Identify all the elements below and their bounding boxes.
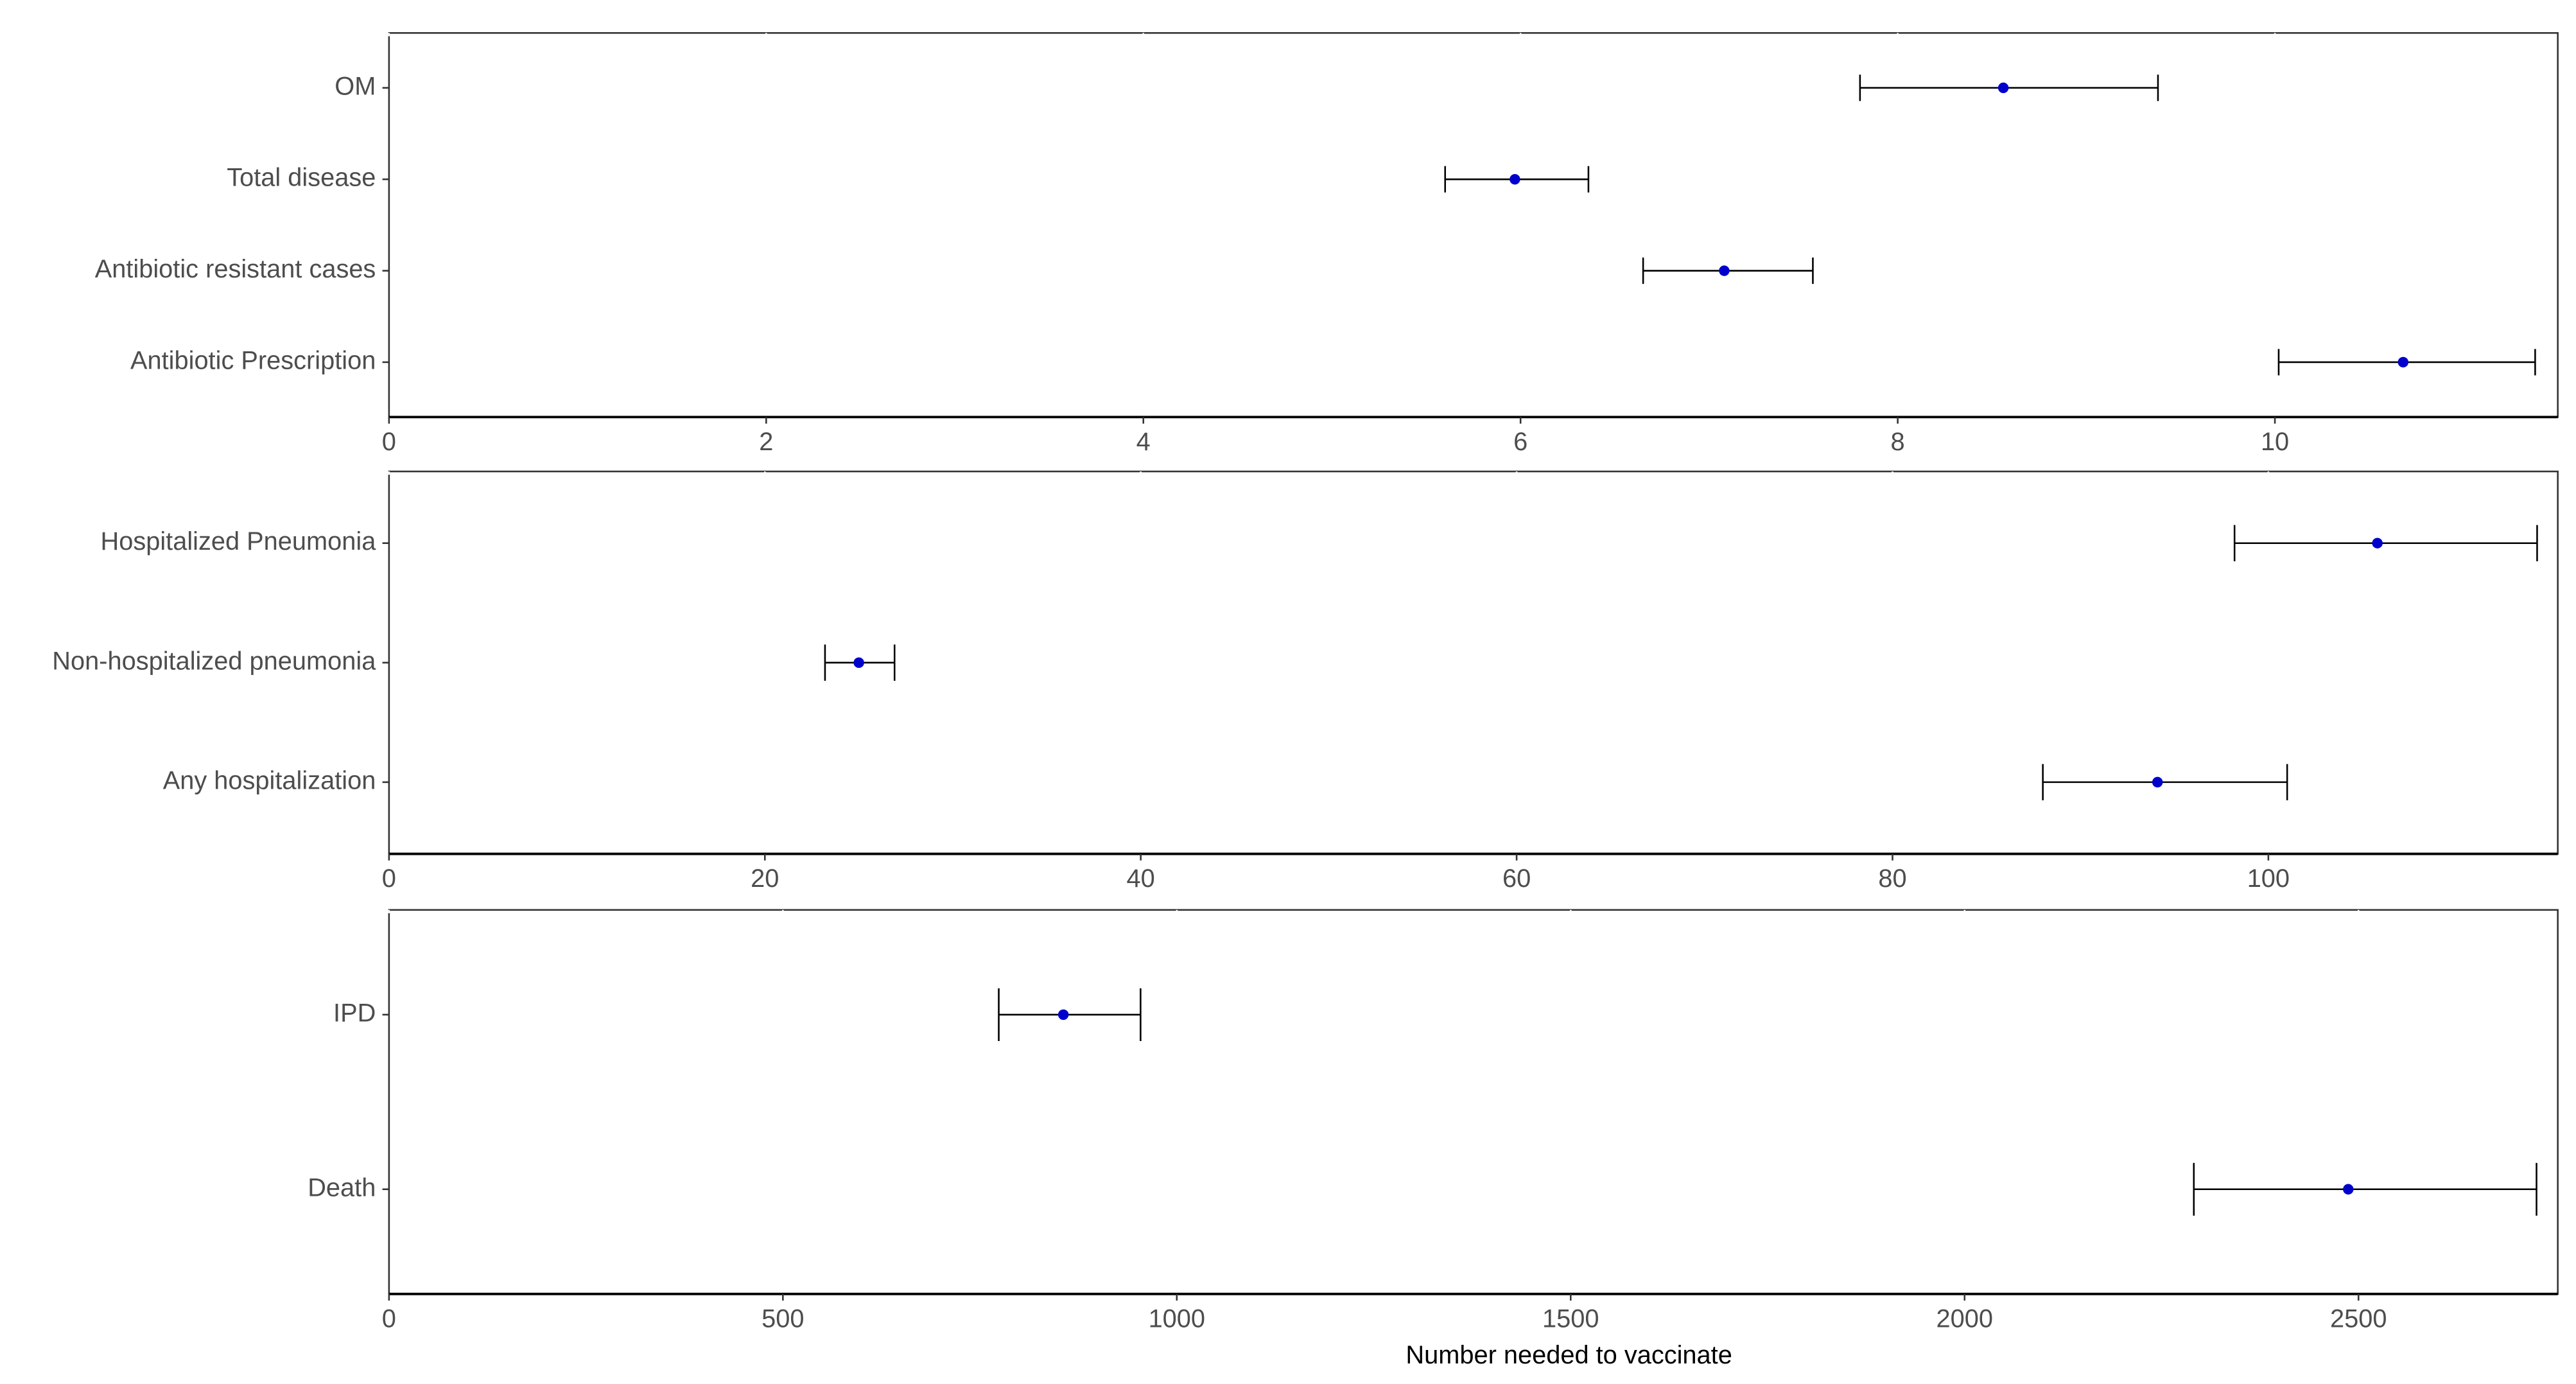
x-tick-label: 20 <box>751 864 779 893</box>
panel-border <box>388 470 2559 855</box>
x-tick-label: 4 <box>1136 428 1151 456</box>
y-tick-label: OM <box>335 72 376 100</box>
x-tick-label: 100 <box>2247 864 2290 893</box>
x-tick-label: 0 <box>382 864 396 893</box>
y-tick-label: Death <box>308 1173 376 1202</box>
x-tick-label: 80 <box>1878 864 1906 893</box>
x-tick-label: 2000 <box>1936 1304 1993 1333</box>
x-tick-label: 0 <box>382 428 396 456</box>
point <box>2152 776 2163 788</box>
y-tick-label: Total disease <box>227 164 376 192</box>
y-tick-label: Any hospitalization <box>163 766 376 794</box>
x-tick-label: 40 <box>1127 864 1155 893</box>
x-tick-label: 0 <box>382 1304 396 1333</box>
x-tick-label: 6 <box>1513 428 1527 456</box>
point <box>1057 1009 1069 1020</box>
x-tick-label: 60 <box>1502 864 1531 893</box>
point <box>2372 538 2383 548</box>
point <box>2343 1184 2354 1195</box>
point <box>853 657 864 669</box>
x-tick-label: 1000 <box>1149 1304 1205 1333</box>
y-tick-label: Antibiotic Prescription <box>130 346 376 374</box>
x-axis-title: Number needed to vaccinate <box>1405 1341 1732 1369</box>
x-tick-label: 1500 <box>1542 1304 1599 1333</box>
point <box>1510 173 1520 185</box>
y-tick-label: Antibiotic resistant cases <box>95 255 376 283</box>
x-tick-label: 10 <box>2261 428 2289 456</box>
y-tick-label: IPD <box>333 999 376 1027</box>
point <box>1719 265 1730 276</box>
point <box>2398 356 2409 368</box>
y-tick-label: Hospitalized Pneumonia <box>100 527 376 556</box>
panel-border <box>388 32 2559 418</box>
x-tick-label: 2500 <box>2330 1304 2387 1333</box>
panel-border <box>388 909 2559 1295</box>
x-tick-label: 2 <box>759 428 773 456</box>
y-tick-label: Non-hospitalized pneumonia <box>52 647 376 675</box>
x-tick-label: 500 <box>761 1304 804 1333</box>
point <box>1997 82 2009 93</box>
x-tick-label: 8 <box>1891 428 1905 456</box>
